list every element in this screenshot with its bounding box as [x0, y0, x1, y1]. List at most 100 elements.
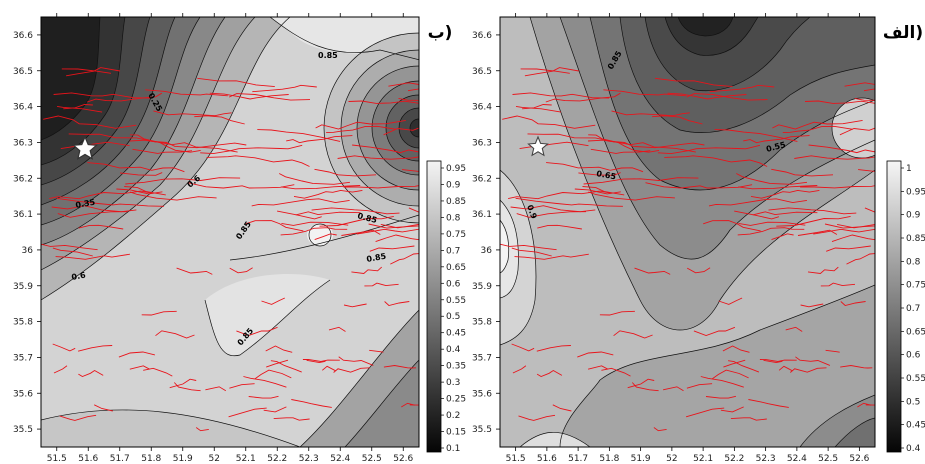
colorbar-tick-label: 0.45 — [446, 329, 466, 339]
fault-trace — [790, 367, 827, 373]
fault-trace — [341, 229, 381, 236]
y-tick-label: 36.1 — [472, 210, 492, 220]
fault-trace — [61, 68, 112, 74]
fault-trace — [384, 301, 410, 306]
x-tick-label: 52 — [209, 454, 220, 464]
fault-trace — [588, 134, 660, 153]
fault-trace — [652, 115, 703, 125]
fault-trace — [730, 417, 767, 421]
fault-trace — [401, 169, 419, 172]
colorbar-b — [426, 160, 442, 453]
fault-trace — [545, 92, 621, 103]
contour-label: 0.65 — [596, 169, 617, 181]
y-axis-b: 36.6 36.5 36.4 36.3 36.2 36.1 36 35.9 35.8 35.7 35… — [13, 31, 41, 435]
fault-trace — [254, 369, 292, 380]
fault-trace — [41, 243, 98, 251]
map-frame-b — [40, 16, 420, 448]
fault-trace — [302, 358, 340, 362]
colorbar-tick-label: 0.95 — [906, 187, 925, 197]
fault-trace — [736, 173, 808, 185]
map-panel-b: 0.85 0.25 0.6 0.35 0.85 0.85 0.85 0.6 0.… — [13, 13, 466, 464]
panel-title-alef: الف) — [883, 23, 923, 43]
fault-trace — [820, 282, 856, 287]
colorbar-tick-label: 0.4 — [906, 444, 921, 454]
fault-trace — [281, 185, 361, 190]
fault-trace — [657, 144, 761, 155]
fault-trace — [129, 191, 217, 201]
fault-trace — [797, 229, 838, 236]
fault-trace — [53, 92, 151, 99]
fault-trace — [546, 162, 644, 173]
fault-trace — [686, 93, 768, 101]
fault-trace — [149, 140, 247, 149]
colorbar-tick-label: 0.75 — [446, 230, 466, 240]
fault-trace — [588, 191, 675, 201]
x-tick-label: 51.8 — [141, 454, 161, 464]
fault-trace — [407, 88, 419, 92]
x-tick-label: 52.3 — [299, 454, 319, 464]
colorbar-tick-label: 0.9 — [906, 211, 921, 221]
y-tick-label: 36.5 — [13, 67, 33, 77]
fault-trace — [839, 127, 875, 136]
x-tick-label: 52.6 — [849, 454, 869, 464]
colorbar-tick-label: 1 — [906, 164, 912, 174]
fault-trace — [343, 303, 367, 308]
fault-trace — [43, 115, 137, 129]
fault-trace — [368, 223, 419, 229]
fault-trace — [718, 297, 743, 305]
fault-trace — [322, 365, 336, 372]
fault-trace — [229, 267, 253, 274]
colorbar-ticks-alef: 1 0.95 0.9 0.85 0.8 0.75 0.7 0.65 0.6 0.55 0.5 0.45… — [901, 164, 925, 454]
x-tick-label: 51.6 — [537, 454, 557, 464]
fault-trace — [116, 188, 163, 195]
y-tick-label: 35.7 — [472, 353, 492, 363]
y-tick-label: 36.6 — [472, 31, 492, 41]
fault-trace — [536, 369, 563, 378]
fault-trace — [209, 92, 289, 100]
fault-trace — [228, 93, 311, 101]
fault-trace — [807, 266, 839, 274]
fault-trace — [825, 349, 840, 353]
fault-trace — [243, 376, 287, 388]
fault-trace — [709, 84, 775, 93]
fault-trace — [281, 221, 349, 226]
fault-trace — [722, 345, 750, 353]
x-tick-label: 52.2 — [267, 454, 287, 464]
fault-trace — [356, 228, 419, 235]
x-tick-label: 52.2 — [724, 454, 744, 464]
colorbar-ticks-b: 0.95 0.9 0.85 0.8 0.75 0.7 0.65 0.6 0.55 0.5 0.45 0… — [441, 164, 466, 454]
fault-trace — [206, 155, 310, 167]
x-tick-label: 52.1 — [693, 454, 713, 464]
colorbar-tick-label: 0.5 — [906, 397, 920, 407]
y-tick-label: 36 — [481, 246, 493, 256]
fault-trace — [348, 100, 419, 104]
fault-trace — [153, 110, 232, 117]
fault-trace — [266, 359, 289, 368]
y-tick-label: 36.6 — [13, 31, 33, 41]
fault-trace — [759, 358, 797, 362]
fault-trace — [840, 301, 866, 306]
fault-trace — [654, 77, 733, 88]
colorbar-tick-label: 0.95 — [446, 164, 466, 174]
fault-trace — [728, 360, 760, 373]
x-tick-label: 52 — [666, 454, 677, 464]
fault-trace — [236, 326, 278, 336]
fault-trace — [57, 211, 128, 218]
fault-trace — [737, 227, 805, 236]
fault-trace — [510, 205, 596, 213]
contour-label: 0.85 — [366, 252, 387, 264]
fault-trace — [59, 414, 97, 421]
fault-trace — [720, 406, 744, 413]
colorbar-tick-label: 0.2 — [446, 411, 460, 421]
contour-label: 0.35 — [75, 198, 96, 210]
y-tick-label: 36.5 — [472, 67, 492, 77]
fault-trace — [524, 67, 579, 77]
fault-trace — [273, 417, 310, 421]
fault-trace — [664, 155, 768, 167]
x-tick-label: 51.7 — [110, 454, 130, 464]
colorbar-tick-label: 0.6 — [906, 351, 921, 361]
fault-trace — [369, 349, 384, 353]
fault-trace — [844, 82, 875, 87]
fault-trace — [187, 182, 295, 189]
colorbar-tick-label: 0.8 — [446, 213, 461, 223]
